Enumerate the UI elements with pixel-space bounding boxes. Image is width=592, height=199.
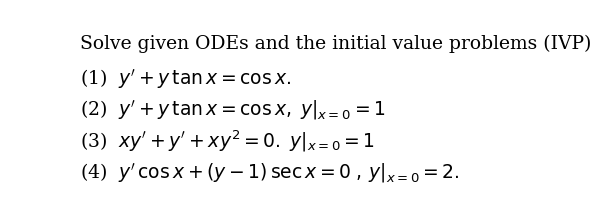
Text: (2)  $y^{\prime} + y\,\mathrm{tan}\,x = \mathrm{cos}\,x,\; y|_{x=0} = 1$: (2) $y^{\prime} + y\,\mathrm{tan}\,x = \… xyxy=(80,98,385,122)
Text: (4)  $y^{\prime}\,\mathrm{cos}\,x + (y - 1)\,\mathrm{sec}\,x = 0\;,\,y|_{x=0} = : (4) $y^{\prime}\,\mathrm{cos}\,x + (y - … xyxy=(80,161,460,185)
Text: (1)  $y^{\prime} + y\,\mathrm{tan}\,x = \mathrm{cos}\,x.$: (1) $y^{\prime} + y\,\mathrm{tan}\,x = \… xyxy=(80,67,291,91)
Text: (3)  $xy^{\prime} + y^{\prime} + xy^{2} = 0.\; y|_{x=0} = 1$: (3) $xy^{\prime} + y^{\prime} + xy^{2} =… xyxy=(80,129,375,154)
Text: Solve given ODEs and the initial value problems (IVP).: Solve given ODEs and the initial value p… xyxy=(80,35,592,53)
